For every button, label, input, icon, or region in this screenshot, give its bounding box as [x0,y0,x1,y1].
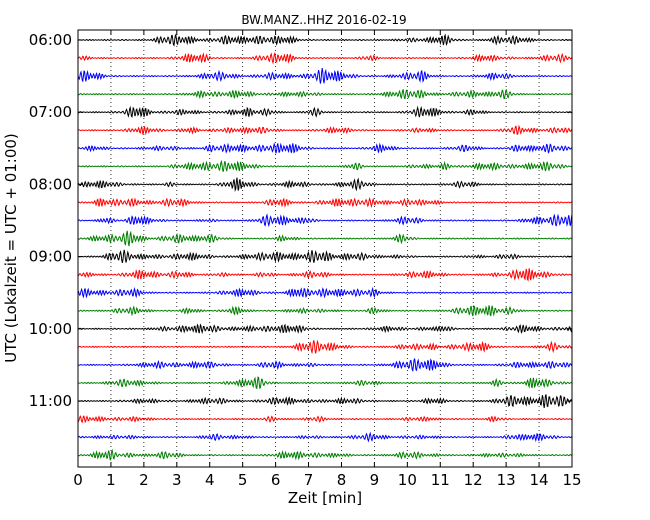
x-tick-label: 10 [398,471,417,489]
x-tick-label: 13 [497,471,516,489]
trace-line [77,124,573,136]
trace-line [77,249,573,264]
x-tick-label: 15 [562,471,581,489]
x-axis-ticks: 0 1 2 3 4 5 6 7 8 9 10 11 12 13 14 15 [73,30,582,489]
x-axis-label: Zeit [min] [288,489,362,507]
y-tick-label: 09:00 [29,248,72,266]
trace-line [77,394,573,408]
trace-line [77,323,573,335]
x-tick-label: 1 [106,471,116,489]
x-tick-label: 12 [464,471,483,489]
x-tick-label: 9 [370,471,380,489]
y-tick-label: 08:00 [29,175,72,193]
trace-line [77,105,572,118]
x-tick-label: 14 [530,471,549,489]
x-tick-label: 5 [238,471,248,489]
x-tick-label: 6 [271,471,281,489]
x-tick-label: 3 [172,471,182,489]
trace-line [77,268,572,282]
trace-line [77,230,573,247]
trace-line [77,196,572,208]
x-tick-label: 8 [337,471,347,489]
trace-line [77,448,573,461]
trace-line [77,358,573,373]
y-tick-label: 06:00 [29,31,72,49]
grid-lines [110,30,540,467]
trace-line [77,339,573,355]
trace-line [77,88,573,100]
plot-frame [77,29,573,468]
y-axis-label: UTC (Lokalzeit = UTC + 01:00) [2,133,20,363]
y-tick-label: 11:00 [29,392,72,410]
trace-line [77,142,573,154]
trace-line [77,213,573,228]
trace-line [77,286,573,299]
trace-line [77,376,573,390]
y-axis-ticks: 06:00 07:00 08:00 09:00 10:00 11:00 [29,31,572,410]
y-tick-label: 07:00 [29,103,72,121]
trace-line [77,51,573,65]
trace-line [77,159,573,173]
y-tick-label: 10:00 [29,320,72,338]
trace-line [77,68,573,84]
chart-title: BW.MANZ..HHZ 2016-02-19 [241,13,406,27]
trace-line [77,177,572,193]
trace-line [77,415,572,424]
trace-line [77,431,573,443]
seismogram-traces [77,33,573,461]
x-tick-label: 11 [431,471,450,489]
x-tick-label: 7 [304,471,314,489]
x-tick-label: 0 [73,471,83,489]
trace-line [77,304,573,317]
trace-line [77,33,573,47]
x-tick-label: 2 [139,471,149,489]
x-tick-label: 4 [205,471,215,489]
